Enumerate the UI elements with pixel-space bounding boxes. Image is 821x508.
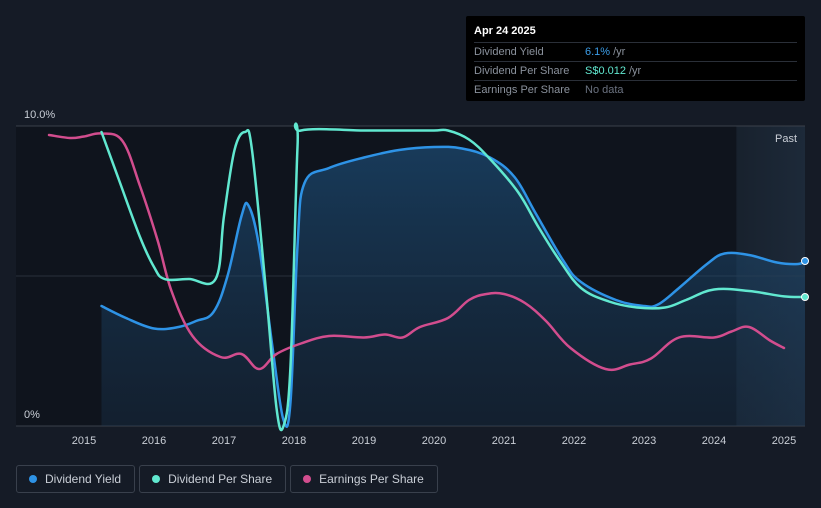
x-tick-label: 2021 [492,435,516,447]
legend-label: Earnings Per Share [319,472,424,486]
legend-dot-icon [29,475,37,483]
past-label: Past [775,133,797,145]
earnings-per-share-line [47,132,786,372]
x-tick-label: 2019 [352,435,376,447]
legend-item-earnings-per-share[interactable]: Earnings Per Share [290,465,438,493]
x-tick-label: 2025 [772,435,796,447]
tooltip: Apr 24 2025 Dividend Yield 6.1% /yr Divi… [466,16,805,101]
tooltip-row-dividend-per-share: Dividend Per Share S$0.012 /yr [474,61,797,80]
x-tick-label: 2022 [562,435,586,447]
tooltip-unit: /yr [613,46,626,58]
dividend-per-share-line [100,122,807,432]
tooltip-label: Dividend Yield [474,46,544,58]
x-tick-label: 2020 [422,435,446,447]
dividend-yield-area [101,146,805,427]
legend-dot-icon [152,475,161,483]
x-tick-label: 2018 [282,435,306,447]
legend-label: Dividend Yield [45,472,122,486]
legend-item-dividend-yield[interactable]: Dividend Yield [16,465,136,493]
legend: Dividend Yield Dividend Per Share Earnin… [16,465,438,493]
x-tick-label: 2017 [212,435,236,447]
tooltip-row-dividend-yield: Dividend Yield 6.1% /yr [474,42,797,61]
legend-dot-icon [303,475,312,483]
y-tick-label-top: 10.0% [24,109,55,121]
dividend-yield-line [100,145,807,428]
x-tick-label: 2023 [632,435,656,447]
legend-label: Dividend Per Share [168,472,273,486]
tooltip-date: Apr 24 2025 [474,25,536,37]
dividend-yield-endpoint [801,257,809,265]
tooltip-label: Earnings Per Share [474,84,570,96]
tooltip-unit: /yr [628,65,642,77]
tooltip-value: S$0.012 [585,65,626,77]
y-tick-label-bottom: 0% [24,409,40,421]
x-tick-label: 2024 [702,435,726,447]
tooltip-value: 6.1% [585,46,611,58]
legend-item-dividend-per-share[interactable]: Dividend Per Share [139,465,287,493]
tooltip-label: Dividend Per Share [474,65,570,77]
x-tick-label: 2015 [72,435,96,447]
tooltip-row-earnings-per-share: Earnings Per Share No data [474,80,797,99]
dividend-per-share-endpoint [801,293,809,301]
x-tick-label: 2016 [142,435,166,447]
tooltip-value: No data [585,84,624,96]
